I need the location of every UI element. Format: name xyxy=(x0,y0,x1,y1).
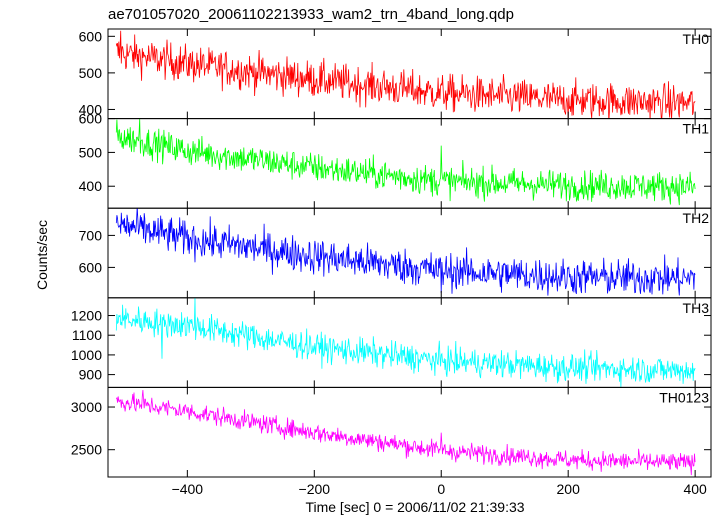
series-line-th0 xyxy=(115,30,696,119)
y-tick-label-th2-600: 600 xyxy=(79,259,103,275)
series-line-th0123 xyxy=(115,389,696,476)
panel-label-th3: TH3 xyxy=(683,300,710,316)
y-tick-label-th0123-3000: 3000 xyxy=(71,399,102,415)
y-tick-label-th0123-2500: 2500 xyxy=(71,442,102,458)
chart-title: ae701057020_20061102213933_wam2_trn_4ban… xyxy=(108,6,514,23)
y-tick-label-th0-600: 600 xyxy=(79,28,103,44)
panel-frame-th2 xyxy=(107,207,712,299)
panel-label-th0: TH0 xyxy=(683,31,710,47)
y-tick-label-th1-400: 400 xyxy=(79,178,103,194)
panel-th0123: 2500 3000 TH0123 xyxy=(71,386,712,478)
panel-th3: 900 1000 1100 1200 TH3 xyxy=(71,297,712,388)
panel-th1: 400 500 600 TH1 xyxy=(79,111,712,209)
series-line-th3 xyxy=(115,297,696,388)
x-tick-label--200: −200 xyxy=(299,481,331,497)
y-tick-label-th3-1100: 1100 xyxy=(72,327,102,343)
y-tick-label-th0-400: 400 xyxy=(79,101,103,117)
panel-label-th0123: TH0123 xyxy=(659,389,709,405)
y-tick-label-th0-500: 500 xyxy=(79,65,103,81)
panels-group: 400 500 600 TH0 400 500 600 TH1 600 700 TH2 900 1000… xyxy=(71,28,712,478)
y-tick-label-th3-1200: 1200 xyxy=(71,308,102,324)
y-tick-label-th3-1000: 1000 xyxy=(71,347,102,363)
x-tick-label--400: −400 xyxy=(172,481,204,497)
y-tick-label-th1-500: 500 xyxy=(79,144,103,160)
y-tick-label-th2-700: 700 xyxy=(79,227,103,243)
series-line-th2 xyxy=(115,208,696,296)
x-tick-label-0: 0 xyxy=(437,481,445,497)
panel-label-th1: TH1 xyxy=(683,121,710,137)
y-tick-label-th1-600: 600 xyxy=(79,111,103,127)
panel-frame-th0123 xyxy=(107,386,712,478)
panel-th2: 600 700 TH2 xyxy=(79,207,712,299)
series-line-th1 xyxy=(115,118,696,206)
panel-th0: 400 500 600 TH0 xyxy=(79,28,712,120)
panel-label-th2: TH2 xyxy=(683,210,710,226)
y-axis-label: Counts/sec xyxy=(34,220,50,290)
x-tick-label-200: 200 xyxy=(557,481,581,497)
x-tick-label-400: 400 xyxy=(683,481,707,497)
x-axis-tick-labels: −400 −200 0 200 400 xyxy=(172,481,707,497)
y-tick-label-th3-900: 900 xyxy=(79,367,103,383)
x-axis-label: Time [sec] 0 = 2006/11/02 21:39:33 xyxy=(305,499,524,515)
